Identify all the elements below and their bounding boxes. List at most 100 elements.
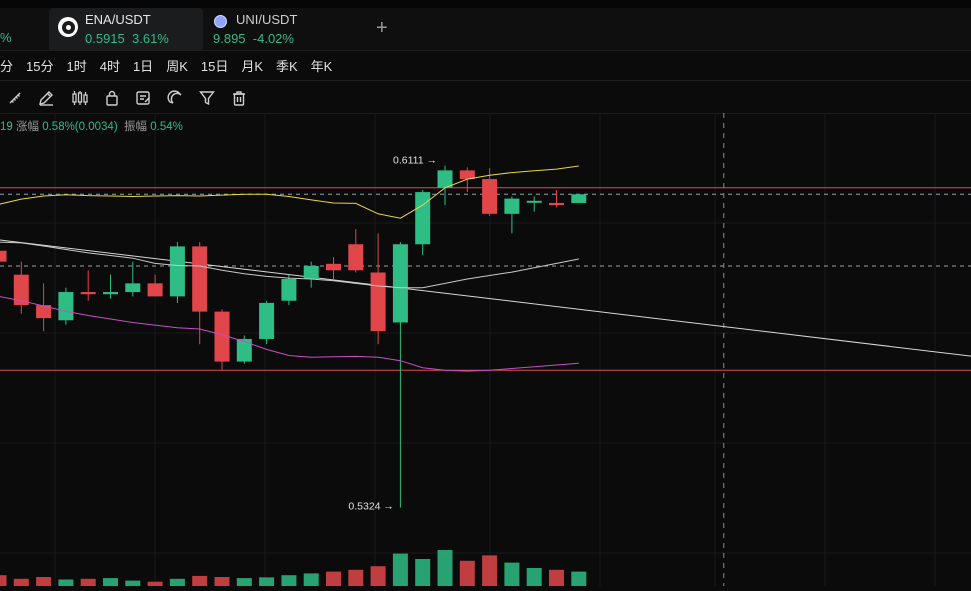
candle-body xyxy=(326,263,341,271)
candle-body xyxy=(549,202,564,206)
low-price-label: 0.5324 → xyxy=(348,501,394,513)
candle-body xyxy=(236,338,252,362)
timeframe-quarter[interactable]: 季K xyxy=(276,58,298,74)
volume-bar xyxy=(459,560,475,586)
volume-bar xyxy=(526,568,542,586)
candle-body xyxy=(415,192,431,245)
trash-icon[interactable] xyxy=(230,89,248,107)
change-value: 0.58%(0.0034) xyxy=(42,121,118,133)
candle-body xyxy=(571,194,587,203)
window-top-strip xyxy=(0,0,971,8)
timeframe-bar: 分 15分 1时 4时 1日 周K 15日 月K 季K 年K xyxy=(0,50,971,81)
ena-coin-icon xyxy=(58,17,78,37)
chart-canvas[interactable]: 0.6111 → 0.5324 → xyxy=(0,112,971,586)
candle-body xyxy=(437,170,453,188)
tab-ena-usdt[interactable]: ENA/USDT 0.5915 3.61% xyxy=(49,8,203,50)
volume-bar xyxy=(549,569,564,586)
note-icon[interactable] xyxy=(134,89,152,107)
trendline xyxy=(0,239,971,357)
timeframe-15m[interactable]: 15分 xyxy=(26,58,54,74)
uni-coin-icon xyxy=(214,15,227,28)
candle-body xyxy=(214,311,230,362)
timeframe-week[interactable]: 周K xyxy=(166,58,188,74)
ma-mid-line xyxy=(0,241,579,289)
timeframe-year[interactable]: 年K xyxy=(310,58,333,74)
stats-row: 19 涨幅 0.58%(0.0034) 振幅 0.54% xyxy=(0,118,183,134)
volume-bar xyxy=(415,559,431,586)
volume-bar xyxy=(392,553,408,586)
candle-body xyxy=(103,292,118,295)
candle-body xyxy=(80,292,96,295)
volume-bar xyxy=(147,581,163,586)
ma-slow-line xyxy=(0,296,579,372)
candle-body xyxy=(125,283,141,293)
timeframe-partial-minute[interactable]: 分 xyxy=(0,58,14,74)
tab-symbol: UNI/USDT xyxy=(236,12,298,27)
timeframe-15d[interactable]: 15日 xyxy=(200,58,229,74)
ruler-icon[interactable] xyxy=(6,89,24,107)
candle-body xyxy=(0,250,7,262)
volume-bar xyxy=(0,575,7,586)
volume-bar xyxy=(326,571,341,586)
volume-bar xyxy=(303,573,319,586)
candle-body xyxy=(281,279,297,301)
candle-body xyxy=(58,292,74,321)
volume-bar xyxy=(80,578,96,586)
timeframe-1h[interactable]: 1时 xyxy=(66,58,87,74)
timeframe-4h[interactable]: 4时 xyxy=(99,58,120,74)
volume-bar xyxy=(169,578,185,586)
filter-icon[interactable] xyxy=(198,89,216,107)
stats-partial-prefix: 19 xyxy=(0,121,13,133)
timeframe-month[interactable]: 月K xyxy=(241,58,263,74)
tab-price-line: 9.895 -4.02% xyxy=(213,31,294,46)
high-price-label: 0.6111 → xyxy=(393,155,437,167)
tab-symbol: ENA/USDT xyxy=(85,12,151,27)
candle-body xyxy=(169,246,185,297)
tab-bar: % ENA/USDT 0.5915 3.61% UNI/USDT 9.895 -… xyxy=(0,0,971,51)
volume-bar xyxy=(103,578,118,586)
tab-change: 3.61% xyxy=(132,31,169,46)
candle-body xyxy=(303,265,319,280)
tab-price: 9.895 xyxy=(213,31,246,46)
candle-body xyxy=(482,179,498,214)
volume-bar xyxy=(281,575,297,586)
candle-body xyxy=(147,283,163,297)
candle-body xyxy=(459,170,475,180)
volume-bar xyxy=(348,569,364,586)
candle-body xyxy=(526,200,542,203)
drawing-toolbar xyxy=(0,81,971,114)
candle-body xyxy=(348,244,364,271)
volume-bar xyxy=(370,566,386,586)
change-label: 涨幅 xyxy=(16,121,39,133)
volume-bar xyxy=(125,580,141,586)
amplitude-value: 0.54% xyxy=(150,121,183,133)
candle-body xyxy=(504,198,520,214)
lock-icon[interactable] xyxy=(103,89,121,107)
candle-body xyxy=(259,302,275,339)
magnet-icon[interactable] xyxy=(166,89,184,107)
volume-bar xyxy=(437,550,453,586)
tab-price: 0.5915 xyxy=(85,31,125,46)
tab-price-line: 0.5915 3.61% xyxy=(85,31,169,46)
candle-style-icon[interactable] xyxy=(71,89,89,107)
volume-bar xyxy=(259,577,275,586)
volume-bar xyxy=(214,577,230,586)
candlestick-chart[interactable]: 0.6111 → 0.5324 → xyxy=(0,112,971,586)
volume-bar xyxy=(58,579,74,586)
candle-body xyxy=(192,246,208,312)
candle-body xyxy=(370,272,386,332)
candle-body xyxy=(36,305,52,319)
add-tab-button[interactable]: + xyxy=(376,17,388,39)
tab-uni-usdt[interactable]: UNI/USDT 9.895 -4.02% xyxy=(205,8,355,50)
volume-bar xyxy=(571,571,587,586)
candle-body xyxy=(392,244,408,323)
partial-tab-change[interactable]: % xyxy=(0,30,12,45)
timeframe-1d[interactable]: 1日 xyxy=(132,58,154,74)
amplitude-label: 振幅 xyxy=(124,121,148,133)
pen-icon[interactable] xyxy=(37,89,55,107)
ma-fast-line xyxy=(0,165,579,219)
tab-change: -4.02% xyxy=(252,31,294,46)
candle-body xyxy=(13,274,29,306)
volume-bar xyxy=(504,562,520,586)
volume-bar xyxy=(236,578,252,586)
